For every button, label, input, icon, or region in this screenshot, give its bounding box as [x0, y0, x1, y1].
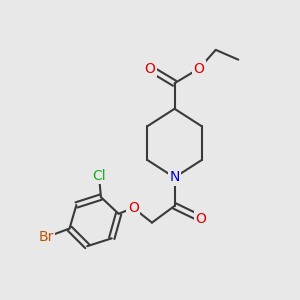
Text: Br: Br: [38, 230, 54, 244]
Text: Cl: Cl: [92, 169, 106, 182]
Text: N: N: [169, 170, 180, 184]
Text: O: O: [194, 61, 205, 76]
Text: O: O: [196, 212, 206, 226]
Text: O: O: [145, 61, 155, 76]
Text: O: O: [128, 201, 139, 215]
